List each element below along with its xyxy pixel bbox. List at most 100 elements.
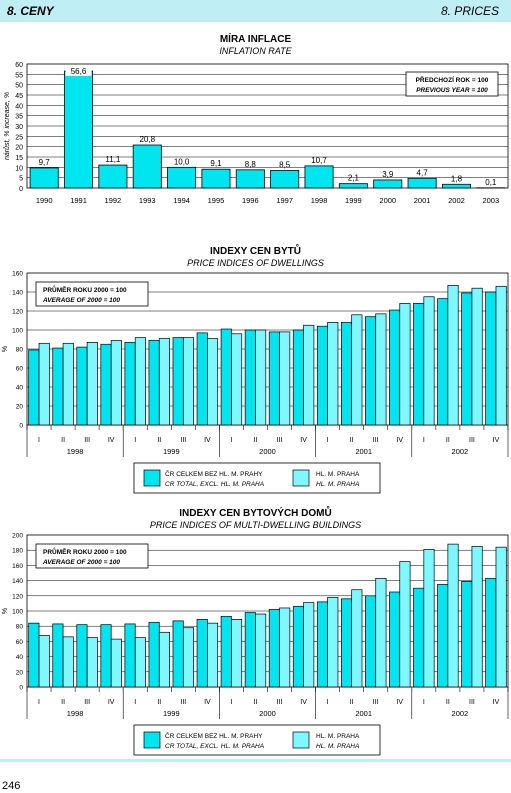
quarter-label: III <box>469 699 475 706</box>
y-tick-label: 20 <box>16 669 24 676</box>
base-note-en: AVERAGE OF 2000 = 100 <box>42 559 120 566</box>
y-tick-label: 25 <box>15 134 23 141</box>
y-tick-label: 120 <box>12 309 23 316</box>
legend-label: HL. M. PRAHA <box>316 733 360 740</box>
y-tick-label: 160 <box>12 563 23 570</box>
bar <box>461 581 473 688</box>
base-note-box <box>35 281 149 307</box>
bar <box>365 595 377 688</box>
x-tick-label: 1998 <box>311 196 328 205</box>
y-tick-label: 35 <box>15 114 23 121</box>
bar <box>255 329 267 426</box>
y-tick-label: 60 <box>16 366 24 373</box>
x-tick-label: 2000 <box>379 196 396 205</box>
bar <box>304 165 334 189</box>
base-note: PRŮMĚR ROKU 2000 = 100 <box>43 546 127 556</box>
bar <box>279 607 291 688</box>
legend-box <box>133 462 381 494</box>
quarter-label: IV <box>493 437 500 444</box>
bar <box>407 177 437 189</box>
bar <box>172 620 184 688</box>
year-label: 1999 <box>163 447 180 456</box>
base-note: PŘEDCHOZÍ ROK = 100 <box>416 75 489 84</box>
legend-box <box>133 724 381 756</box>
bar <box>110 340 122 426</box>
y-tick-label: 0 <box>19 685 23 692</box>
y-tick-label: 140 <box>12 290 23 297</box>
quarter-label: II <box>254 437 258 444</box>
y-axis-label: nárůst, % increase, % <box>3 92 11 160</box>
bar <box>235 169 265 189</box>
quarter-label: II <box>157 699 161 706</box>
bar <box>316 601 328 688</box>
y-tick-label: 40 <box>15 103 23 110</box>
bar <box>62 342 74 426</box>
bar <box>399 561 411 688</box>
bar <box>38 342 50 426</box>
quarter-label: IV <box>108 437 115 444</box>
bar <box>201 168 231 189</box>
y-tick-label: 100 <box>12 328 23 335</box>
x-tick-label: 1994 <box>173 196 190 205</box>
x-tick-label: 1997 <box>276 196 293 205</box>
bar <box>231 619 243 688</box>
x-tick-label: 1990 <box>36 196 53 205</box>
quarter-label: III <box>277 437 283 444</box>
dwellings-chart: INDEXY CEN BYTŮ PRICE INDICES OF DWELLIN… <box>0 244 511 494</box>
y-tick-label: 50 <box>15 83 23 90</box>
page-header: 8. CENY 8. PRICES <box>0 0 511 22</box>
quarter-label: I <box>134 699 136 706</box>
bar <box>52 623 64 688</box>
y-tick-label: 160 <box>12 271 23 278</box>
year-label: 2000 <box>259 709 276 718</box>
year-label: 1998 <box>67 447 84 456</box>
legend-label-en: CR TOTAL, EXCL. HL. M. PRAHA <box>165 481 264 488</box>
base-note-box <box>405 71 499 97</box>
y-tick-label: 100 <box>12 609 23 616</box>
bar <box>76 346 88 426</box>
y-tick-label: 10 <box>15 165 23 172</box>
quarter-label: I <box>230 699 232 706</box>
y-tick-label: 55 <box>15 72 23 79</box>
bar <box>52 347 64 426</box>
bar <box>148 622 160 688</box>
bar <box>437 584 449 688</box>
quarter-label: I <box>327 699 329 706</box>
bar <box>76 624 88 688</box>
y-tick-label: 20 <box>15 145 23 152</box>
chart-title: INDEXY CEN BYTOVÝCH DOMŮ <box>179 508 332 519</box>
y-tick-label: 0 <box>19 423 23 430</box>
bar <box>413 587 425 688</box>
value-label: 56,6 <box>71 67 87 76</box>
legend-label-en: CR TOTAL, EXCL. HL. M. PRAHA <box>165 743 264 750</box>
bar <box>340 322 353 426</box>
chart-title: INDEXY CEN BYTŮ <box>210 246 301 257</box>
bar <box>303 324 315 426</box>
bar <box>158 631 170 688</box>
bar <box>447 543 459 688</box>
quarter-label: I <box>134 437 136 444</box>
legend-label: ČR CELKEM BEZ HL. M. PRAHY <box>165 731 263 740</box>
bar <box>86 341 98 426</box>
y-tick-label: 200 <box>12 533 23 540</box>
y-tick-label: 120 <box>12 593 23 600</box>
x-tick-label: 1995 <box>208 196 225 205</box>
bar <box>244 612 256 688</box>
base-note-en: PREVIOUS YEAR = 100 <box>416 87 488 94</box>
quarter-label: II <box>446 699 450 706</box>
legend-swatch <box>143 469 161 487</box>
quarter-label: IV <box>300 699 307 706</box>
y-tick-label: 60 <box>16 639 24 646</box>
quarter-label: II <box>350 437 354 444</box>
bar <box>196 332 208 426</box>
bar <box>327 322 339 426</box>
quarter-label: III <box>84 699 90 706</box>
value-label-bg <box>65 66 92 76</box>
bar <box>134 637 146 688</box>
legend-label: HL. M. PRAHA <box>316 471 360 478</box>
y-tick-label: 140 <box>12 578 23 585</box>
chart-title: MÍRA INFLACE <box>219 34 292 45</box>
bar <box>134 337 146 426</box>
bar <box>351 314 363 426</box>
quarter-label: IV <box>493 699 500 706</box>
